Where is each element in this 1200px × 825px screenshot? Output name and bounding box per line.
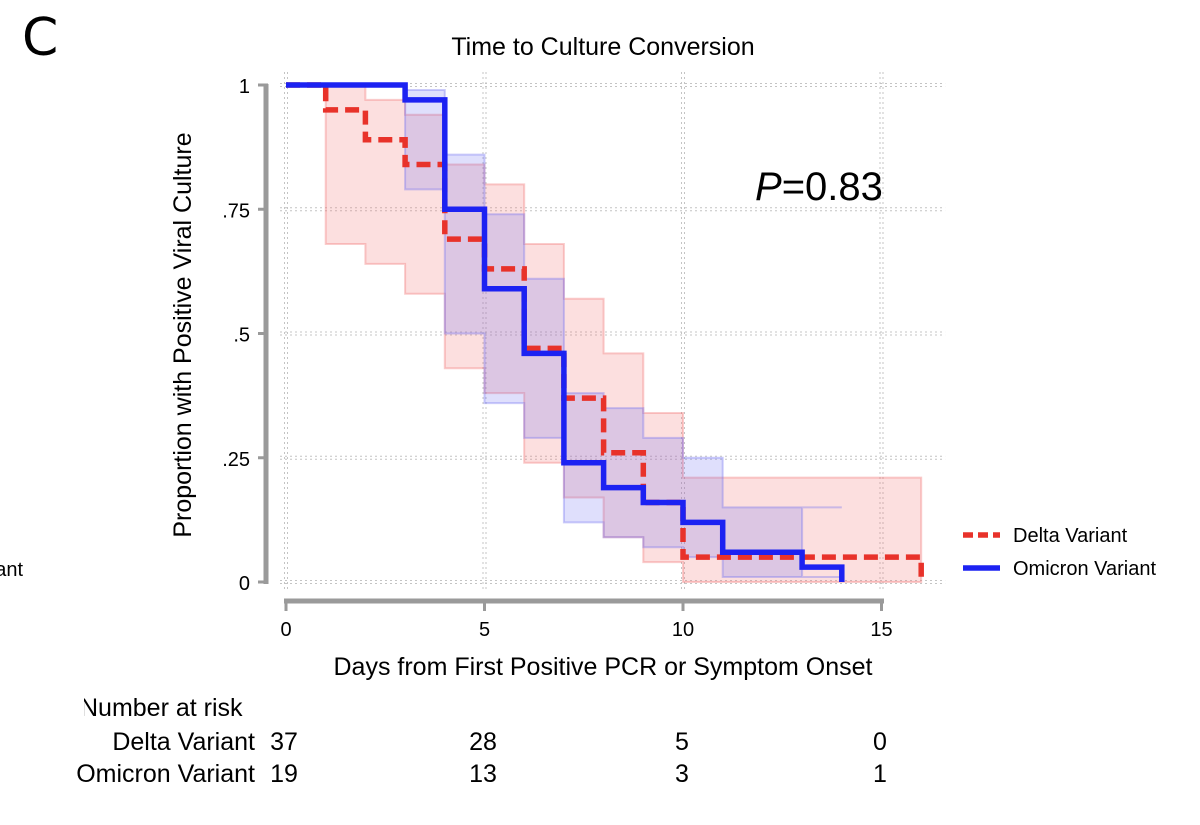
y-tick-label: .25 [222,449,250,471]
x-axis-label: Days from First Positive PCR or Symptom … [333,653,872,681]
risk-row-label-delta: Delta Variant [112,728,255,756]
y-tick-label: 0 [239,573,250,595]
risk-table-title: Number at risk [80,694,243,722]
risk-value: 5 [675,728,689,756]
y-tick-label: .75 [222,200,250,222]
y-tick-label: 1 [239,76,250,98]
risk-table: Number at risk Delta Variant Omicron Var… [0,690,1000,800]
panel-label: C [22,8,59,68]
ci-band-omicron [286,84,842,578]
survival-curves [286,82,924,582]
y-tick-label: .5 [233,325,250,347]
risk-value: 0 [873,728,887,756]
risk-value: 28 [469,728,497,756]
risk-value: 13 [469,760,497,788]
risk-row-label-omicron: Omicron Variant [76,760,255,788]
risk-value: 37 [270,728,298,756]
legend: Delta Variant Omicron Variant [963,525,1156,580]
y-axis-label: Proportion with Positive Viral Culture [169,132,197,537]
x-tick-label: 10 [672,619,694,641]
legend-label-omicron: Omicron Variant [1013,558,1156,580]
x-tick-label: 5 [479,619,490,641]
p-value-text: =0.83 [782,165,883,209]
legend-label-delta: Delta Variant [1013,525,1128,547]
risk-value: 3 [675,760,689,788]
p-value-symbol: P [755,165,782,209]
chart-title: Time to Culture Conversion [451,33,754,61]
partial-legend-text: Variant [0,559,23,581]
confidence-bands [286,84,923,583]
x-tick-label: 0 [280,619,291,641]
p-value-annotation: P=0.83 [755,165,883,209]
curve-omicron [286,82,845,582]
risk-value: 1 [873,760,887,788]
risk-value: 19 [270,760,298,788]
x-tick-label: 15 [870,619,892,641]
